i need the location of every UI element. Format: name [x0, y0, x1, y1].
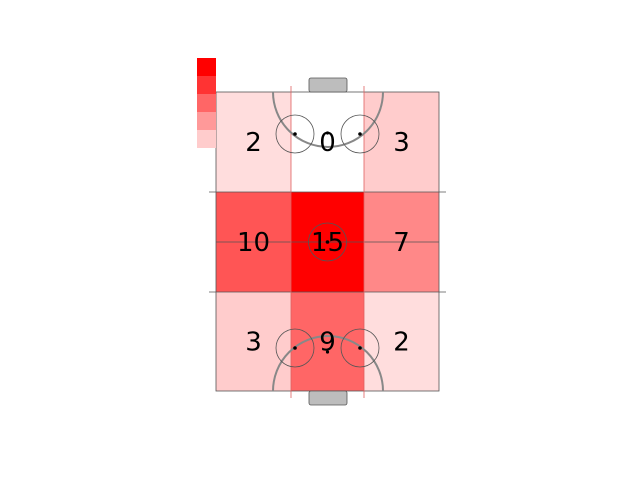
legend-swatch-2 — [197, 94, 216, 112]
faceoff-circle-3 — [340, 328, 380, 368]
faceoff-circle-1 — [340, 114, 380, 154]
bottom-goal-dot — [325, 350, 330, 354]
heatmap-cell-r0-c2 — [364, 92, 439, 192]
cell-value-r0-c2: 3 — [393, 128, 410, 158]
cell-value-r2-c1: 9 — [319, 328, 336, 358]
center-circle — [308, 222, 347, 262]
faceoff-dot-2 — [293, 346, 297, 350]
cell-value-r1-c1: 15 — [311, 228, 344, 258]
legend-swatch-4 — [197, 130, 216, 148]
cell-value-r1-c0: 10 — [237, 228, 270, 258]
faceoff-circle-2 — [275, 328, 315, 368]
top-goal — [308, 77, 348, 93]
faceoff-circle-0 — [275, 114, 315, 154]
heatmap-cell-r0-c0 — [216, 92, 291, 192]
rink-markings — [209, 77, 446, 406]
center-dot — [325, 240, 330, 244]
legend-swatch-1 — [197, 76, 216, 94]
heatmap-cell-r2-c0 — [216, 292, 291, 391]
legend-swatch-0 — [197, 58, 216, 76]
legend-swatch-3 — [197, 112, 216, 130]
bottom-goal — [308, 390, 348, 406]
cell-value-r2-c2: 2 — [393, 328, 410, 358]
top-crease-arc — [272, 91, 384, 148]
cell-value-r0-c1: 0 — [319, 128, 336, 158]
cell-value-r1-c2: 7 — [393, 228, 410, 258]
cell-labels: 2 0 3 10 15 7 3 9 2 — [237, 128, 410, 358]
bottom-crease-arc — [272, 335, 384, 392]
faceoff-dot-3 — [358, 346, 362, 350]
faceoff-dot-0 — [293, 132, 297, 136]
cell-value-r0-c0: 2 — [245, 128, 262, 158]
heatmap-cell-r2-c2 — [364, 292, 439, 391]
faceoff-dot-1 — [358, 132, 362, 136]
top-goal-dot — [325, 131, 330, 135]
cell-value-r2-c0: 3 — [245, 328, 262, 358]
color-legend — [197, 58, 216, 148]
